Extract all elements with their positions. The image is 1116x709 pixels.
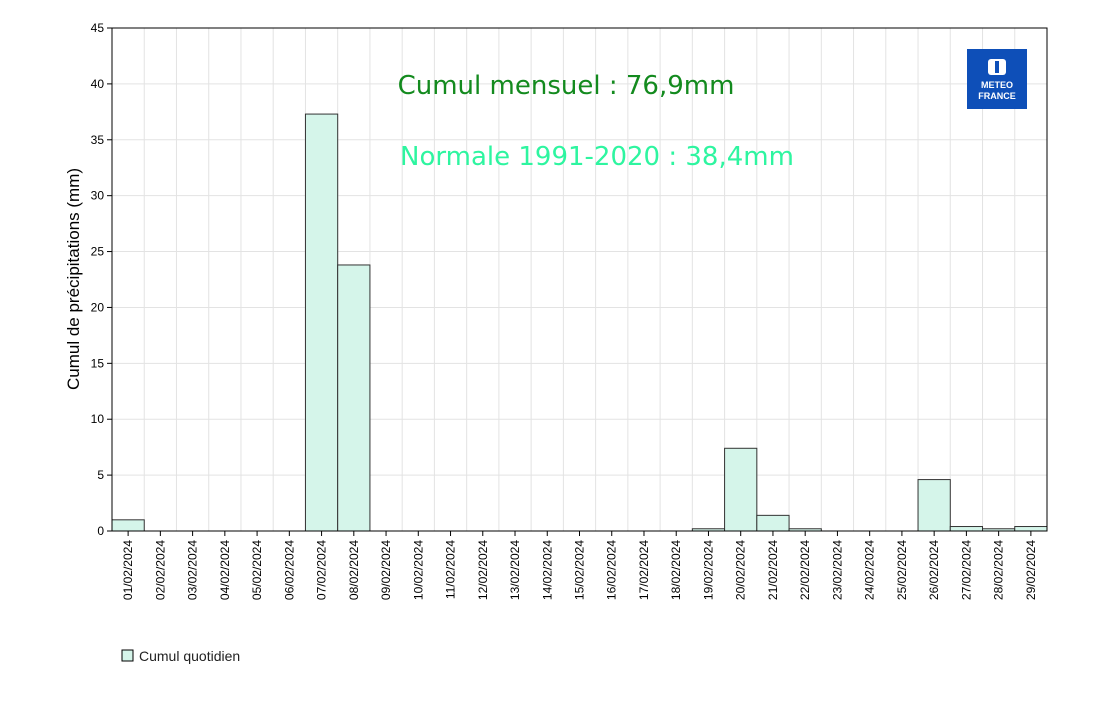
bars [111, 113, 1048, 532]
x-tick-label: 27/02/2024 [959, 540, 973, 600]
logo-line1: METEO [981, 80, 1013, 90]
grid-lines [112, 28, 1047, 531]
y-tick-label: 10 [91, 412, 105, 426]
x-tick-label: 03/02/2024 [186, 540, 200, 600]
x-tick-label: 18/02/2024 [669, 540, 683, 600]
x-tick-label: 25/02/2024 [895, 540, 909, 600]
y-tick-label: 30 [91, 189, 105, 203]
normal-annotation: Normale 1991-2020 : 38,4mm [400, 142, 794, 172]
y-tick-label: 45 [91, 21, 105, 35]
x-tick-label: 16/02/2024 [605, 540, 619, 600]
x-tick-label: 29/02/2024 [1024, 540, 1038, 600]
bar [756, 514, 790, 532]
legend: Cumul quotidien [121, 648, 240, 664]
y-tick-label: 5 [97, 468, 104, 482]
y-tick-label: 40 [91, 77, 105, 91]
x-tick-label: 22/02/2024 [798, 540, 812, 600]
legend-label: Cumul quotidien [139, 648, 240, 664]
x-tick-label: 06/02/2024 [282, 540, 296, 600]
legend-swatch [121, 649, 134, 662]
x-tick-label: 28/02/2024 [992, 540, 1006, 600]
y-tick-label: 35 [91, 133, 105, 147]
bar [949, 526, 984, 532]
x-tick-label: 09/02/2024 [379, 540, 393, 600]
x-tick-label: 24/02/2024 [863, 540, 877, 600]
y-tick-label: 0 [97, 524, 104, 538]
plot-frame [111, 27, 1048, 532]
x-tick-label: 07/02/2024 [315, 540, 329, 600]
x-tick-label: 05/02/2024 [250, 540, 264, 600]
y-axis-label: Cumul de précipitations (mm) [64, 168, 83, 390]
x-tick-label: 13/02/2024 [508, 540, 522, 600]
x-tick-label: 20/02/2024 [734, 540, 748, 600]
bar [337, 264, 371, 532]
bar [111, 519, 145, 532]
bar [1014, 526, 1048, 532]
y-tick-labels: 0 5 10 15 20 25 30 35 40 45 [91, 21, 112, 538]
x-tick-label: 02/02/2024 [153, 540, 167, 600]
bar [917, 479, 951, 532]
logo-line2: FRANCE [978, 91, 1016, 101]
x-tick-label: 04/02/2024 [218, 540, 232, 600]
x-tick-label: 14/02/2024 [540, 540, 554, 600]
meteo-france-logo: METEO FRANCE [967, 49, 1027, 109]
bar [304, 113, 339, 532]
x-tick-label: 08/02/2024 [347, 540, 361, 600]
x-tick-label: 26/02/2024 [927, 540, 941, 600]
x-tick-label: 23/02/2024 [830, 540, 844, 600]
x-tick-label: 17/02/2024 [637, 540, 651, 600]
x-tick-label: 15/02/2024 [573, 540, 587, 600]
y-tick-label: 15 [91, 356, 105, 370]
x-tick-label: 11/02/2024 [444, 540, 458, 599]
x-tick-labels: 01/02/2024 02/02/2024 03/02/2024 04/02/2024… [121, 531, 1038, 600]
x-tick-label: 10/02/2024 [411, 540, 425, 600]
y-tick-label: 25 [91, 245, 105, 259]
monthly-total-annotation: Cumul mensuel : 76,9mm [398, 71, 735, 101]
x-tick-label: 21/02/2024 [766, 540, 780, 600]
x-tick-label: 01/02/2024 [121, 540, 135, 600]
x-tick-label: 19/02/2024 [701, 540, 715, 600]
bar [724, 447, 758, 532]
x-tick-label: 12/02/2024 [476, 540, 490, 600]
logo-emblem-icon [988, 59, 1006, 75]
y-tick-label: 20 [91, 300, 105, 314]
